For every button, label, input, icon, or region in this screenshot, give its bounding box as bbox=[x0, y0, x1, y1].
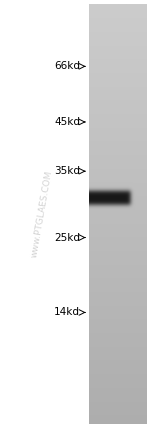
Text: 25kd: 25kd bbox=[54, 232, 80, 243]
Text: www.PTGLAES.COM: www.PTGLAES.COM bbox=[30, 169, 54, 259]
Text: 35kd: 35kd bbox=[54, 166, 80, 176]
Text: 66kd: 66kd bbox=[54, 61, 80, 71]
Text: 14kd: 14kd bbox=[54, 307, 80, 318]
Text: 45kd: 45kd bbox=[54, 117, 80, 127]
